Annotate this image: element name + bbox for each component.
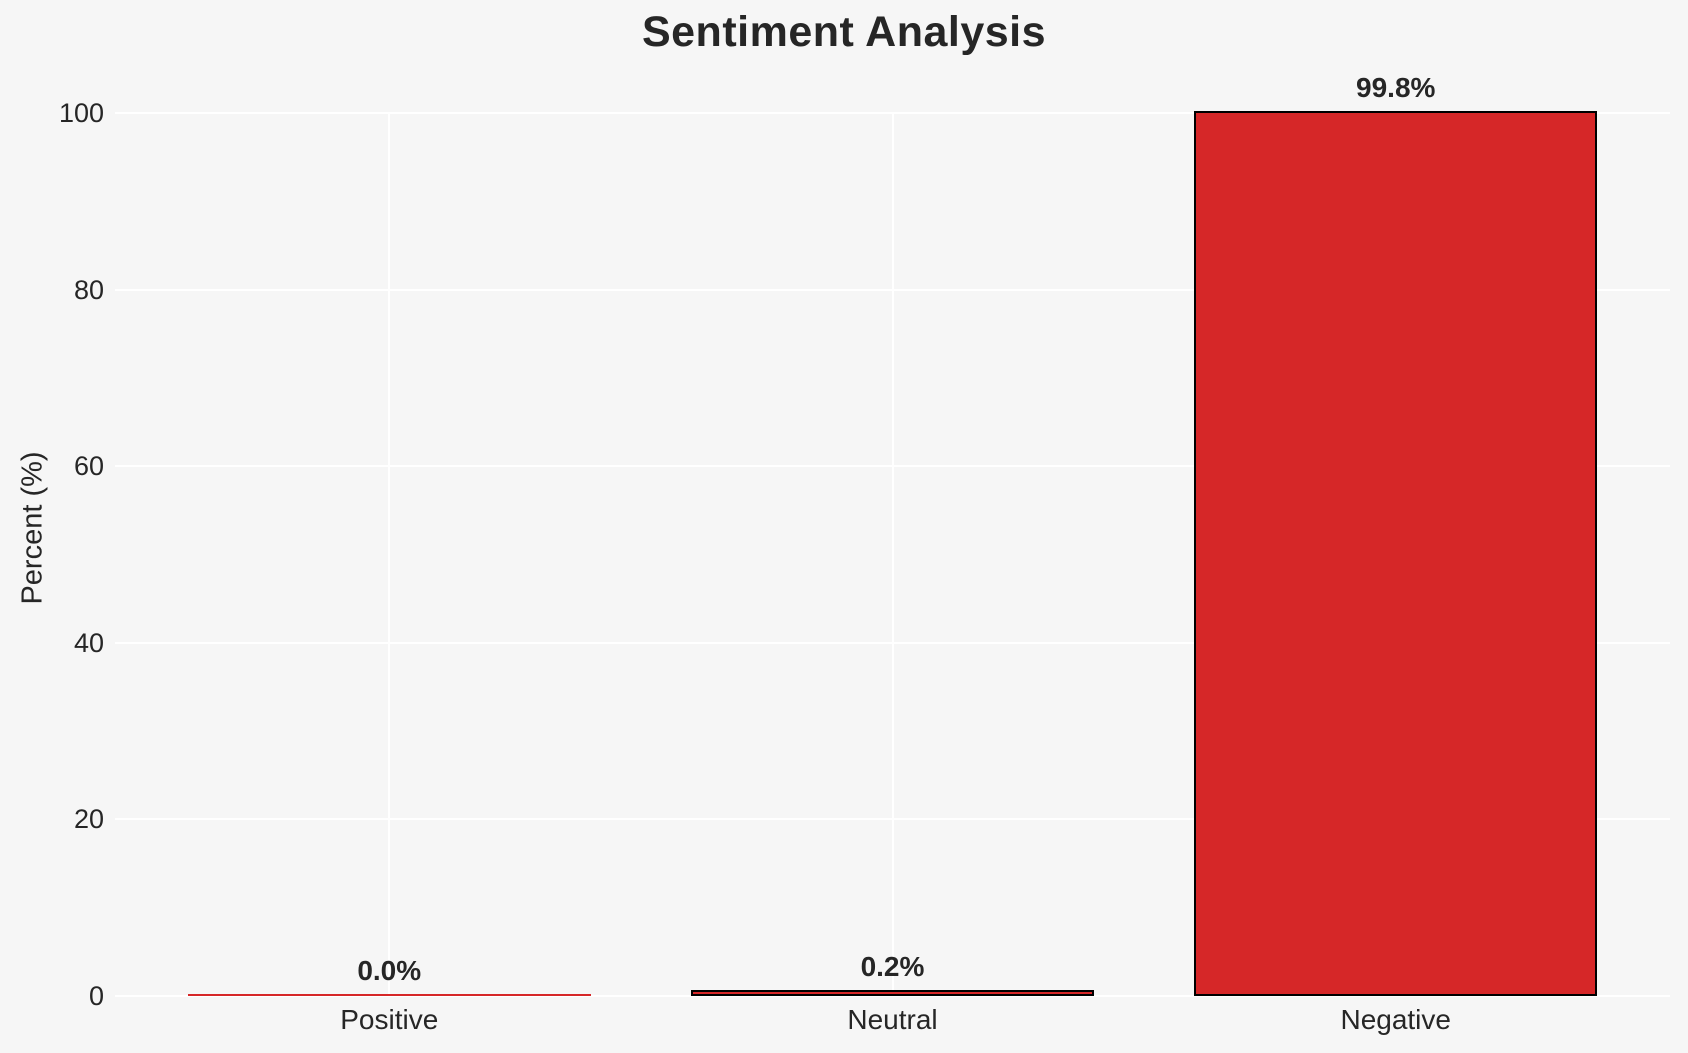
y-tick-label: 0 bbox=[88, 981, 104, 1011]
y-tick-label: 40 bbox=[73, 627, 104, 658]
bar bbox=[691, 990, 1094, 996]
y-tick-label: 60 bbox=[73, 451, 104, 482]
v-gridline bbox=[388, 113, 391, 996]
y-tick-label: 80 bbox=[73, 274, 104, 305]
y-tick-label: 100 bbox=[58, 98, 104, 128]
bar bbox=[1194, 110, 1598, 996]
x-tick-label: Neutral bbox=[847, 1004, 938, 1035]
x-tick-label: Negative bbox=[1340, 1004, 1451, 1035]
x-tick-label: Positive bbox=[340, 1004, 439, 1035]
v-gridline bbox=[891, 113, 894, 996]
bar-value-label: 0.2% bbox=[860, 951, 925, 983]
chart-title: Sentiment Analysis bbox=[641, 8, 1047, 56]
bar-value-label: 0.0% bbox=[357, 955, 422, 986]
h-gridline bbox=[115, 995, 1670, 997]
y-tick-label: 20 bbox=[73, 804, 104, 835]
bar-value-label: 99.8% bbox=[1356, 71, 1436, 103]
bar bbox=[187, 994, 591, 996]
